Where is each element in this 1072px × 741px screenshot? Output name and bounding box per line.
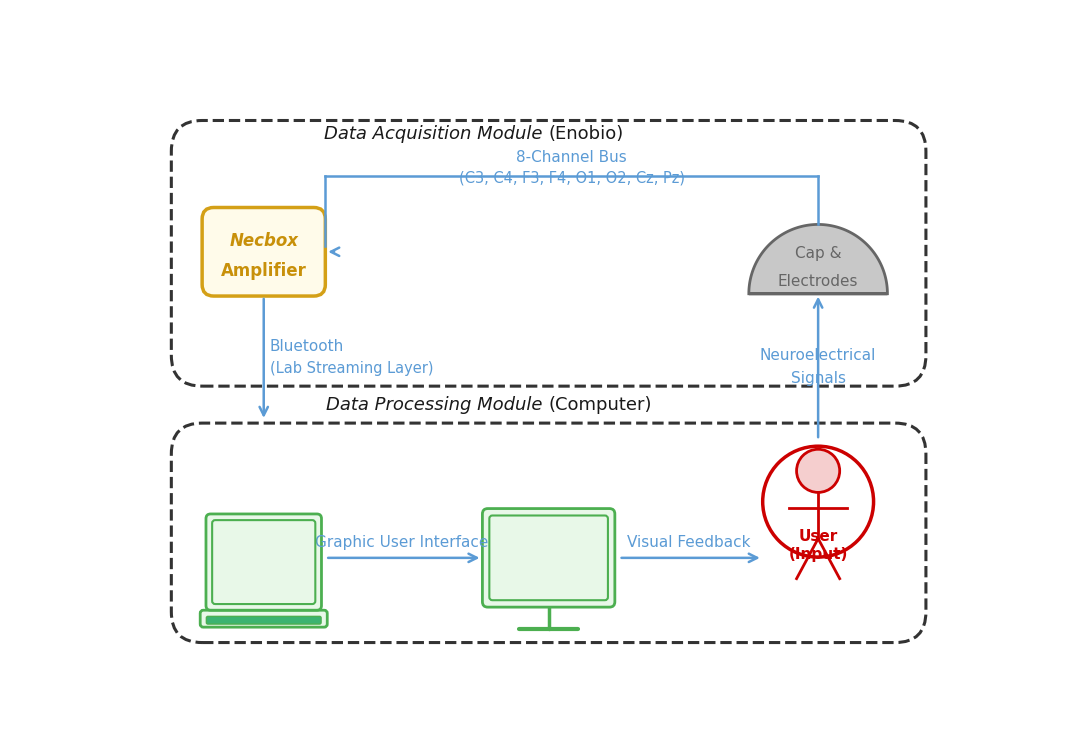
FancyBboxPatch shape [489,516,608,600]
Text: (Lab Streaming Layer): (Lab Streaming Layer) [270,361,433,376]
Text: Data Processing Module: Data Processing Module [326,396,549,414]
Text: (Output): (Output) [518,570,580,585]
Text: (C3, C4, F3, F4, O1, O2, Cz, Pz): (C3, C4, F3, F4, O1, O2, Cz, Pz) [459,170,685,186]
Text: (Input): (Input) [788,547,848,562]
Text: Signals: Signals [791,371,846,386]
Text: User: User [799,529,837,544]
FancyBboxPatch shape [207,617,322,624]
Text: Data Acquisition Module: Data Acquisition Module [325,125,549,143]
Text: (Classifier): (Classifier) [226,574,301,588]
Text: Bluetooth: Bluetooth [270,339,344,353]
Circle shape [796,449,839,493]
FancyBboxPatch shape [212,520,315,604]
Text: Computer: Computer [229,545,298,559]
Text: (Computer): (Computer) [549,396,652,414]
Polygon shape [749,225,888,293]
Text: Neuroelectrical: Neuroelectrical [760,348,876,363]
FancyBboxPatch shape [203,207,325,296]
Text: Monitor: Monitor [521,539,577,554]
Text: Cap &: Cap & [794,246,842,261]
Text: 8-Channel Bus: 8-Channel Bus [517,150,627,165]
FancyBboxPatch shape [200,610,327,627]
Text: Amplifier: Amplifier [221,262,307,280]
Text: Necbox: Necbox [229,232,298,250]
Text: (Enobio): (Enobio) [549,125,624,143]
Text: Graphic User Interface: Graphic User Interface [315,535,489,550]
FancyBboxPatch shape [482,508,615,607]
Text: Electrodes: Electrodes [778,273,859,289]
Text: Visual Feedback: Visual Feedback [627,535,750,550]
FancyBboxPatch shape [206,514,322,610]
